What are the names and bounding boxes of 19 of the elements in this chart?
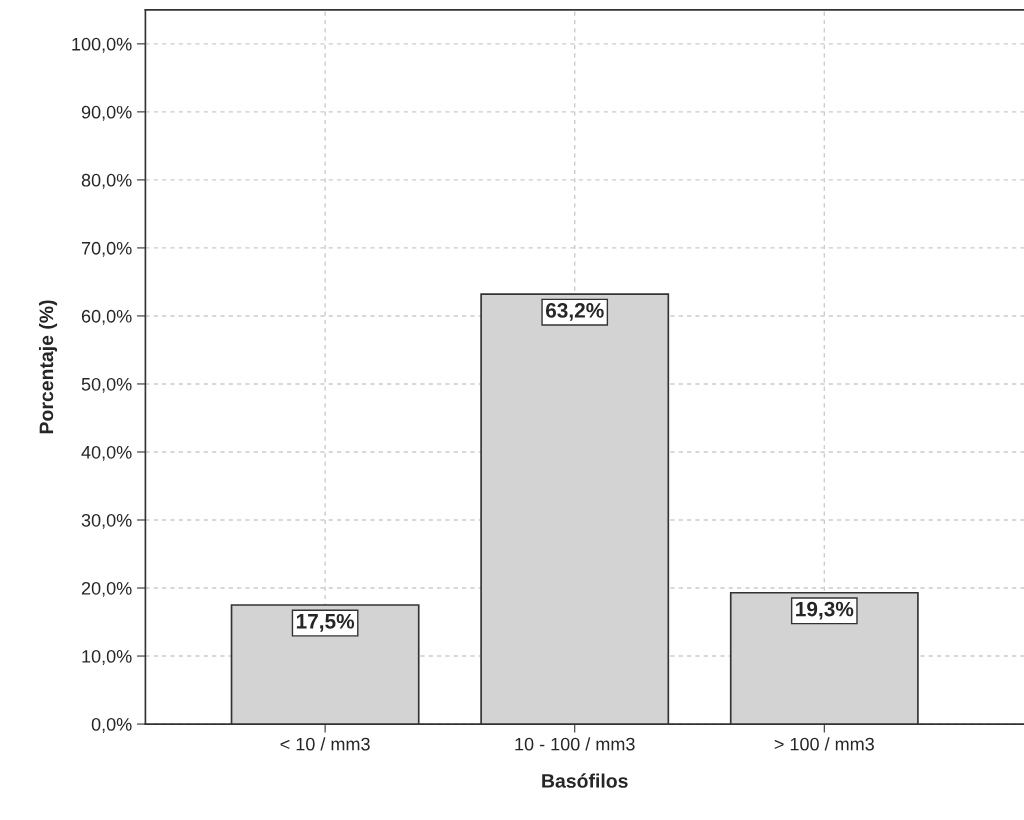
y-tick-label: 50,0% <box>81 377 132 393</box>
y-tick-label: 30,0% <box>81 513 132 529</box>
y-tick-label: 10,0% <box>82 649 132 665</box>
x-tick-label: 10 - 100 / mm3 <box>515 737 635 751</box>
y-tick-label: 100,0% <box>72 37 132 53</box>
data-label: 19,3% <box>796 601 854 620</box>
data-label: 63,2% <box>545 303 604 321</box>
x-axis-title: Basófilos <box>542 773 628 788</box>
y-axis-title: Porcentaje (%) <box>38 300 58 434</box>
y-tick-label: 20,0% <box>81 581 132 597</box>
y-tick-label: 0,0% <box>91 717 132 733</box>
y-tick-label: 70,0% <box>81 241 132 257</box>
x-tick-label: < 10 / mm3 <box>280 737 370 751</box>
data-label: 17,5% <box>296 613 355 632</box>
y-tick-label: 40,0% <box>81 445 132 461</box>
x-tick-label: > 100 / mm3 <box>774 737 874 751</box>
y-tick-label: 60,0% <box>81 309 132 325</box>
y-tick-label: 80,0% <box>81 173 132 189</box>
y-tick-label: 90,0% <box>81 105 132 121</box>
